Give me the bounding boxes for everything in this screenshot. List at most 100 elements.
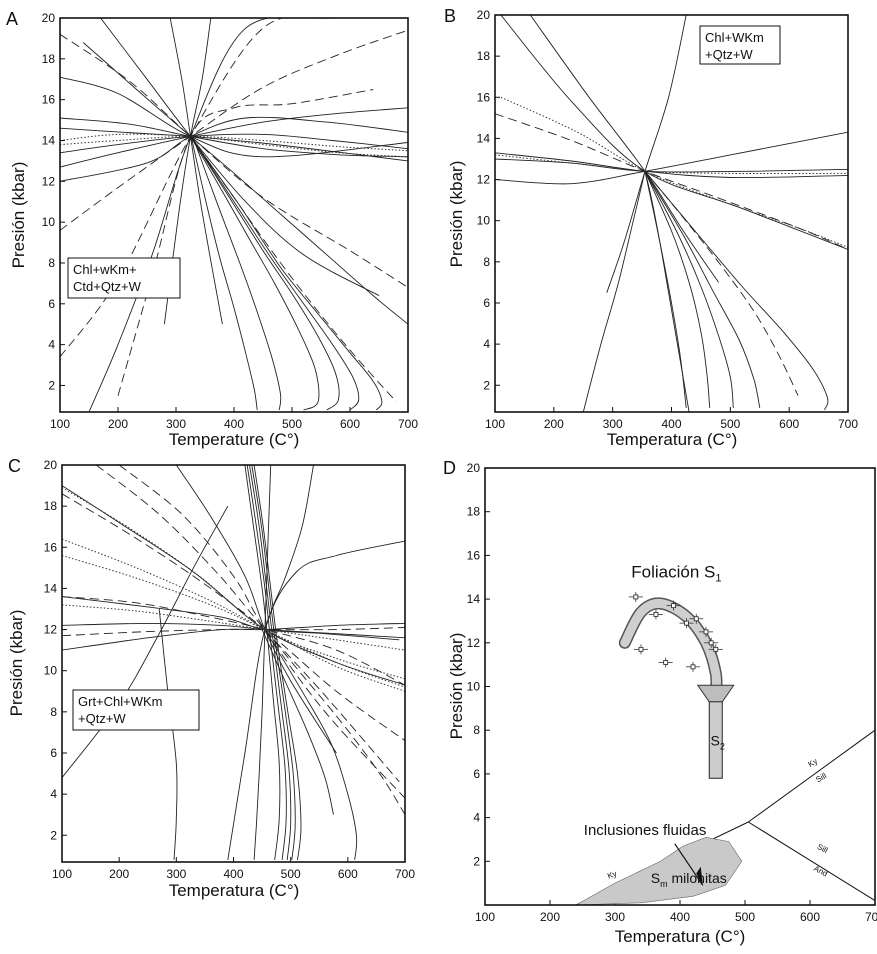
reaction-curve: [190, 136, 320, 411]
reaction-curve: [117, 89, 374, 396]
phase-label-sill: Sill: [816, 842, 830, 855]
phase-boundary: [748, 729, 876, 823]
panel-c-y-tick-label: 6: [50, 746, 57, 760]
panel-d-y-tick-label: 10: [467, 680, 481, 694]
annotation-sm: Sm milonitas: [651, 870, 727, 889]
panel-b-x-tick-label: 200: [544, 417, 564, 431]
panel-c-y-tick-label: 2: [50, 828, 57, 842]
reaction-curve: [190, 136, 258, 411]
panel-b-legend-entry: +Qtz+W: [705, 47, 753, 62]
annotation-arrow: [674, 843, 704, 886]
panel-c-legend-entry: +Qtz+W: [78, 711, 126, 726]
reaction-curve: [264, 629, 405, 815]
reaction-curve: [244, 465, 281, 860]
panel-b-x-tick-label: 600: [779, 417, 799, 431]
reaction-curve: [253, 465, 272, 860]
panel-b-x-tick-label: 100: [485, 417, 505, 431]
annotation-foliacion-subscript: 1: [715, 572, 721, 584]
reaction-curve: [62, 596, 405, 686]
reaction-curve: [195, 144, 360, 411]
panel-b-y-axis-label: Presión (kbar): [447, 161, 466, 268]
reaction-curve: [60, 29, 408, 231]
reaction-curve: [495, 152, 848, 179]
panel-c: 100 200 300 400 500 600 700 2 4 6 8 10 12 14 16 18 20 Tem…: [7, 456, 415, 900]
panel-a-y-tick-label: 10: [42, 215, 56, 229]
panel-c-letter: C: [8, 456, 21, 476]
panel-b-x-tick-label: 400: [661, 417, 681, 431]
panel-a-x-tick-label: 400: [224, 417, 244, 431]
data-point: [703, 629, 709, 635]
panel-a-y-tick-label: 18: [42, 52, 56, 66]
panel-a-y-tick-label: 4: [48, 338, 55, 352]
panel-d-y-tick-label: 20: [467, 461, 481, 475]
panel-d-y-tick-label: 14: [467, 592, 481, 606]
reaction-curve: [227, 540, 405, 860]
s2-box: [708, 701, 723, 779]
reaction-curve: [60, 107, 408, 168]
panel-c-y-axis-label: Presión (kbar): [7, 610, 26, 717]
reaction-curve: [644, 171, 734, 408]
panel-c-legend-box: [72, 689, 200, 731]
panel-c-x-tick-label: 100: [52, 867, 72, 881]
panel-a-letter: A: [6, 9, 18, 29]
reaction-curve: [60, 135, 408, 152]
annotation-s2-subscript: 2: [720, 741, 725, 751]
panel-a-y-tick-label: 6: [48, 297, 55, 311]
panel-d-y-tick-label: 8: [473, 723, 480, 737]
panel-b-y-tick-label: 18: [477, 49, 491, 63]
reaction-curve: [253, 465, 302, 860]
reaction-curve: [158, 608, 178, 860]
panel-b-x-tick-label: 700: [838, 417, 858, 431]
panel-d-x-tick-label: 400: [670, 910, 690, 924]
reaction-curve: [644, 171, 829, 411]
panel-b-x-tick-label: 500: [720, 417, 740, 431]
panel-d-x-tick-label: 300: [605, 910, 625, 924]
reaction-curve: [529, 15, 719, 283]
panel-c-y-tick-label: 18: [44, 499, 58, 513]
panel-a-x-tick-label: 300: [166, 417, 186, 431]
panel-a-y-tick-label: 14: [42, 133, 56, 147]
panel-c-y-tick-label: 14: [44, 581, 58, 595]
reaction-curve: [193, 140, 340, 411]
panel-b-x-tick-label: 300: [603, 417, 623, 431]
reaction-curve: [644, 171, 799, 396]
data-point: [638, 646, 644, 652]
panel-c-y-tick-label: 10: [44, 664, 58, 678]
panel-b-curves: [495, 15, 848, 412]
panel-d-frame: [484, 467, 876, 906]
reaction-curve: [82, 42, 408, 325]
panel-a-curves: [60, 18, 408, 412]
data-point: [663, 660, 669, 665]
panel-d-y-tick-label: 12: [467, 636, 481, 650]
data-point: [684, 620, 689, 626]
panel-a-x-tick-label: 600: [340, 417, 360, 431]
mylonite-field: [575, 836, 743, 906]
data-point: [633, 594, 639, 600]
panel-b-y-tick-label: 14: [477, 131, 491, 145]
annotation-foliacion: Foliación S1: [631, 562, 721, 584]
reaction-curve: [60, 117, 408, 158]
reaction-curve: [175, 465, 337, 754]
reaction-curve: [169, 18, 223, 325]
panel-a-y-tick-label: 20: [42, 11, 56, 25]
reaction-curve: [62, 505, 229, 778]
panel-c-legend-entry: Grt+Chl+WKm: [78, 694, 163, 709]
reaction-curve: [96, 465, 400, 783]
reaction-curve: [62, 485, 405, 686]
foliation-path: [620, 598, 722, 700]
reaction-curve: [644, 171, 690, 412]
data-point: [671, 603, 676, 609]
reaction-curve: [62, 622, 405, 651]
annotation-inclusiones: Inclusiones fluidas: [584, 822, 707, 839]
reaction-curve: [192, 138, 282, 411]
panel-d-y-tick-label: 16: [467, 548, 481, 562]
panel-a-y-tick-label: 16: [42, 93, 56, 107]
panel-a-x-tick-label: 700: [398, 417, 418, 431]
panel-c-x-tick-label: 400: [223, 867, 243, 881]
panel-b-y-tick-label: 8: [483, 255, 490, 269]
panel-b-y-tick-label: 4: [483, 337, 490, 351]
phase-label-ky: Ky: [807, 757, 820, 769]
reaction-curve: [249, 465, 292, 860]
reaction-curve: [88, 18, 327, 412]
